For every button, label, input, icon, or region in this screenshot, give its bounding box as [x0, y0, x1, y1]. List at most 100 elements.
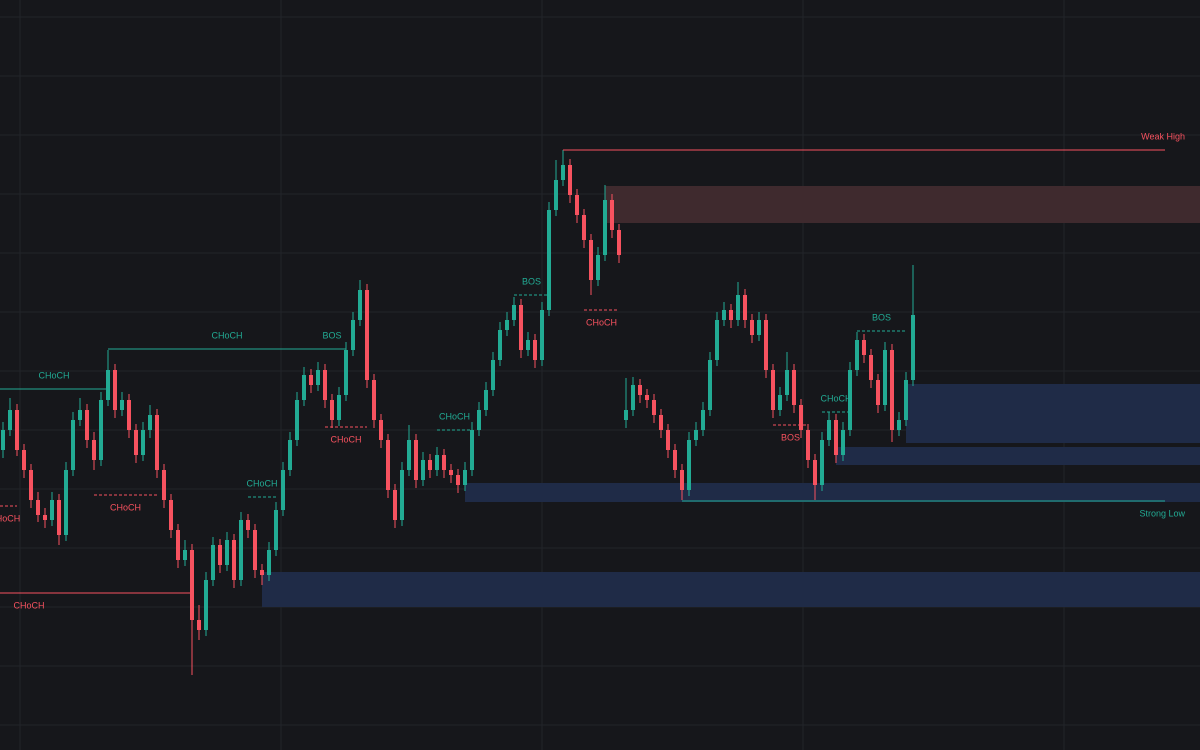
candle-body [498, 330, 502, 360]
candle-body [589, 240, 593, 280]
candle-body [15, 410, 19, 450]
candle-body [295, 400, 299, 440]
candle-body [134, 430, 138, 455]
candle-body [505, 320, 509, 330]
candle-body [897, 420, 901, 430]
candle-body [99, 400, 103, 460]
candle-body [876, 380, 880, 405]
candle-body [862, 340, 866, 355]
candle-body [302, 375, 306, 400]
structure-label: CHoCH [211, 330, 242, 340]
candle-body [827, 420, 831, 440]
candle-body [190, 550, 194, 620]
candle-body [29, 470, 33, 500]
candle-body [848, 370, 852, 430]
candle-body [757, 320, 761, 335]
candle-body [715, 320, 719, 360]
structure-label: CHoCH [246, 478, 277, 488]
level-label: Strong Low [1139, 508, 1185, 518]
candle-body [813, 460, 817, 485]
candle-body [694, 430, 698, 440]
candle-body [624, 410, 628, 420]
structure-label: BOS [872, 312, 891, 322]
candle-body [883, 350, 887, 405]
candle-body [85, 410, 89, 440]
candle-body [526, 340, 530, 350]
candle-body [120, 400, 124, 410]
candle-body [414, 440, 418, 480]
candle-body [1, 430, 5, 450]
candle-body [344, 350, 348, 395]
candle-body [435, 455, 439, 470]
order-block [262, 572, 1200, 607]
candle-body [547, 210, 551, 310]
candle-body [57, 500, 61, 535]
candle-body [267, 550, 271, 575]
candle-body [680, 470, 684, 490]
structure-label: BOS [322, 330, 341, 340]
candle-body [743, 295, 747, 320]
candle-body [225, 540, 229, 565]
candle-body [127, 400, 131, 430]
candle-body [43, 515, 47, 520]
candle-body [645, 395, 649, 400]
candle-body [890, 350, 894, 430]
candle-body [260, 570, 264, 575]
candle-body [204, 580, 208, 630]
candle-body [337, 395, 341, 420]
candle-body [176, 530, 180, 560]
candle-body [673, 450, 677, 470]
candle-body [575, 195, 579, 215]
candle-body [372, 380, 376, 420]
order-block [906, 384, 1200, 443]
candle-body [330, 400, 334, 420]
structure-label: HoCH [0, 513, 20, 523]
candle-body [596, 255, 600, 280]
candle-body [666, 430, 670, 450]
candle-body [477, 410, 481, 430]
candle-body [610, 200, 614, 230]
candle-body [50, 500, 54, 520]
candle-body [652, 400, 656, 415]
candle-body [288, 440, 292, 470]
candle-body [561, 165, 565, 180]
candle-body [71, 420, 75, 470]
candle-body [358, 290, 362, 320]
candle-body [106, 370, 110, 400]
candle-body [820, 440, 824, 485]
candle-body [491, 360, 495, 390]
structure-label: BOS [781, 432, 800, 442]
candle-body [687, 440, 691, 490]
candle-body [197, 620, 201, 630]
structure-label: CHoCH [110, 502, 141, 512]
candle-body [470, 430, 474, 470]
candle-body [393, 490, 397, 520]
candle-body [834, 420, 838, 455]
candle-body [428, 460, 432, 470]
candle-body [232, 540, 236, 580]
structure-label: CHoCH [38, 370, 69, 380]
candle-body [519, 305, 523, 350]
candle-body [64, 470, 68, 535]
candle-body [603, 200, 607, 255]
structure-label: BOS [522, 276, 541, 286]
candle-body [841, 430, 845, 455]
candle-body [36, 500, 40, 515]
candle-body [253, 530, 257, 570]
candle-body [351, 320, 355, 350]
candle-body [771, 370, 775, 410]
candle-body [421, 460, 425, 480]
structure-label: CHoCH [439, 411, 470, 421]
candle-body [281, 470, 285, 510]
candle-body [617, 230, 621, 255]
candle-body [533, 340, 537, 360]
candle-body [92, 440, 96, 460]
candle-body [554, 180, 558, 210]
structure-label: CHoCH [586, 317, 617, 327]
candle-body [162, 470, 166, 500]
candle-body [540, 310, 544, 360]
candle-body [323, 370, 327, 400]
order-block [836, 447, 1200, 465]
candle-body [463, 470, 467, 485]
